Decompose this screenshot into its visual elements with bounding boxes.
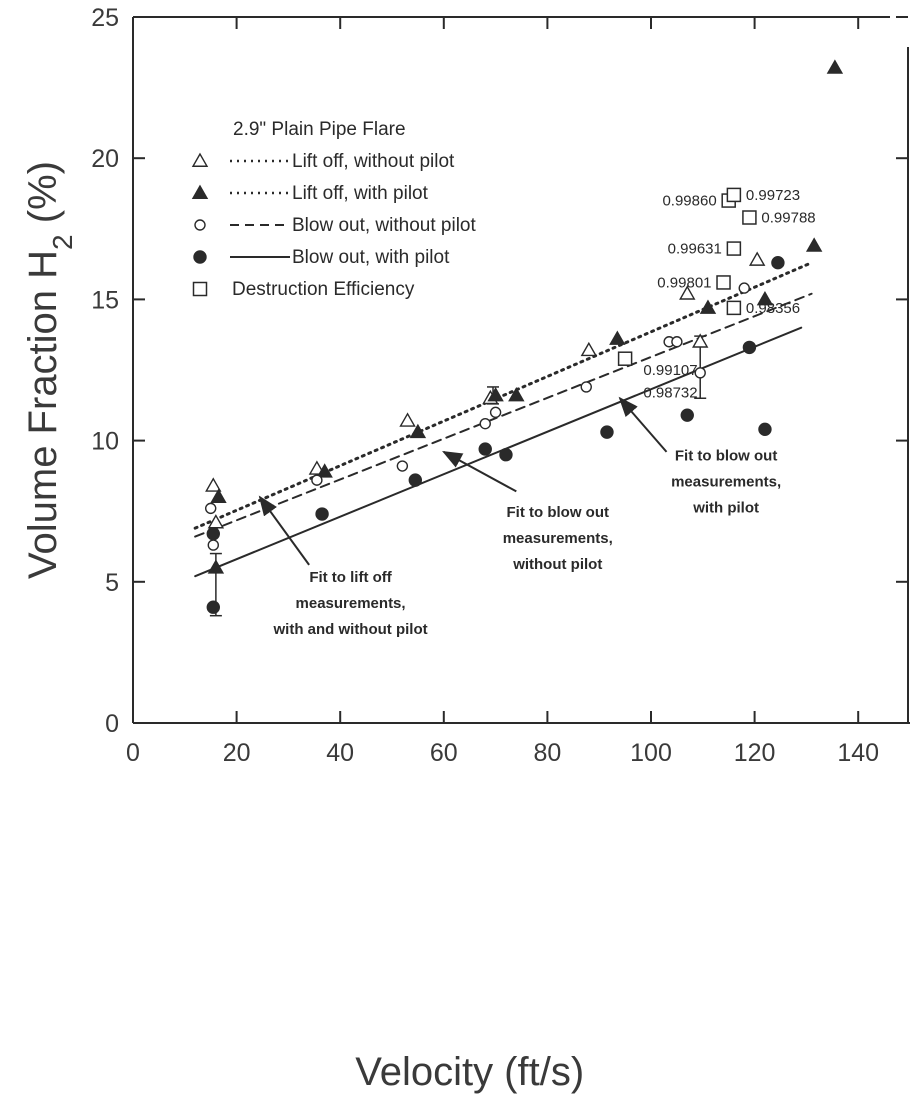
data-point-filled-circle [499, 448, 513, 462]
annotation-text: measurements, [296, 595, 406, 612]
annotation-text: with pilot [692, 499, 759, 516]
data-point-filled-circle [758, 422, 772, 437]
efficiency-label: 0.99801 [657, 274, 711, 291]
annotation-text: Fit to blow out [507, 504, 609, 521]
legend-marker-open-circle [194, 219, 206, 231]
data-point-open-square [716, 275, 731, 290]
efficiency-label: 0.98732 [643, 385, 697, 402]
legend-label: Lift off, with pilot [292, 183, 429, 204]
y-axis-title: Volume Fraction H2 (%) [21, 161, 78, 579]
data-point-open-circle [479, 417, 491, 430]
annotation-text: Fit to lift off [309, 569, 392, 586]
data-point-filled-circle [478, 442, 492, 456]
data-point-open-circle [694, 367, 706, 379]
y-tick-label: 15 [91, 286, 119, 314]
y-tick-label: 10 [91, 428, 119, 456]
data-point-filled-circle [408, 473, 423, 487]
data-point-filled-triangle [409, 423, 427, 439]
fit-line [194, 292, 813, 538]
data-point-open-circle [204, 502, 217, 515]
data-point-open-square [726, 187, 742, 203]
legend-label: Destruction Efficiency [232, 279, 415, 300]
data-point-filled-triangle [508, 387, 525, 402]
legend-label: Blow out, without pilot [292, 215, 476, 236]
data-point-filled-triangle [487, 387, 504, 402]
x-tick-label: 20 [223, 739, 251, 767]
annotation-arrow [618, 396, 668, 453]
data-point-filled-triangle [210, 488, 227, 504]
data-point-open-triangle [205, 477, 222, 492]
legend-label: Blow out, with pilot [292, 247, 450, 268]
legend-title: 2.9" Plain Pipe Flare [233, 119, 406, 140]
data-point-filled-triangle [756, 290, 774, 306]
efficiency-label: 0.99723 [746, 187, 800, 204]
data-point-open-triangle [580, 341, 598, 357]
annotation-arrow [258, 495, 310, 566]
data-point-filled-circle [771, 255, 785, 270]
data-point-open-circle [396, 460, 409, 472]
data-point-filled-triangle [207, 559, 225, 574]
data-point-filled-triangle [699, 299, 717, 314]
data-point-open-circle [207, 539, 219, 551]
x-tick-label: 40 [326, 739, 354, 767]
legend-marker-filled-triangle [191, 184, 209, 199]
data-point-filled-triangle [805, 237, 823, 252]
data-point-open-square [726, 241, 742, 256]
data-point-open-circle [738, 282, 750, 294]
x-tick-label: 80 [533, 739, 561, 767]
data-point-filled-circle [206, 600, 220, 614]
x-tick-label: 0 [126, 739, 140, 767]
data-point-filled-triangle [826, 59, 844, 74]
x-tick-label: 100 [630, 739, 672, 767]
data-point-filled-circle [600, 425, 614, 439]
data-point-open-triangle [399, 412, 416, 427]
plot-area: 0.99860 0.99723 0.99788 0.99631 0.99801 0.983… [193, 59, 844, 638]
annotation-arrow [442, 450, 517, 493]
data-point-filled-circle [742, 340, 757, 355]
y-tick-label: 5 [105, 569, 119, 597]
annotation-text: Fit to blow out [675, 447, 777, 464]
axes: 0 20 40 60 80 100 120 140 0 5 10 15 20 25 Velocity (ft… [21, 4, 910, 1094]
efficiency-label: 0.99788 [761, 210, 815, 227]
data-point-open-square [617, 351, 633, 366]
legend-marker-open-square [192, 281, 208, 297]
annotation-text: measurements, [503, 530, 613, 547]
data-point-filled-circle [680, 408, 694, 422]
data-point-filled-triangle [316, 463, 333, 478]
data-point-open-square [742, 210, 757, 225]
efficiency-label: 0.99860 [662, 193, 716, 210]
data-point-filled-circle [315, 507, 329, 521]
annotation-text: without pilot [512, 556, 602, 573]
x-tick-label: 120 [734, 739, 776, 767]
efficiency-label: 0.99631 [668, 241, 722, 258]
annotation-text: measurements, [671, 473, 781, 490]
annotation-text: with and without pilot [272, 621, 427, 638]
legend-marker-filled-circle [193, 250, 207, 264]
efficiency-label: 0.98356 [746, 300, 800, 317]
data-point-open-circle [671, 336, 683, 348]
data-point-open-triangle [692, 333, 709, 348]
data-point-open-circle [489, 406, 502, 419]
data-point-open-triangle [679, 285, 696, 300]
data-point-filled-triangle [609, 330, 626, 345]
data-point-open-triangle [748, 251, 766, 266]
data-point-open-square [726, 300, 742, 316]
x-tick-label: 60 [430, 739, 458, 767]
legend: 2.9" Plain Pipe Flare Lift off, without p… [191, 119, 476, 300]
efficiency-label: 0.99107 [643, 362, 697, 379]
y-tick-label: 20 [91, 145, 119, 173]
data-point-open-circle [311, 474, 323, 486]
y-tick-label: 25 [91, 4, 119, 32]
legend-label: Lift off, without pilot [292, 151, 455, 172]
data-point-open-circle [580, 381, 592, 393]
x-axis-title: Velocity (ft/s) [355, 1050, 584, 1094]
y-tick-label: 0 [105, 710, 119, 738]
data-point-filled-circle [206, 527, 220, 541]
legend-marker-open-triangle [191, 152, 209, 167]
x-tick-label: 140 [837, 739, 879, 767]
